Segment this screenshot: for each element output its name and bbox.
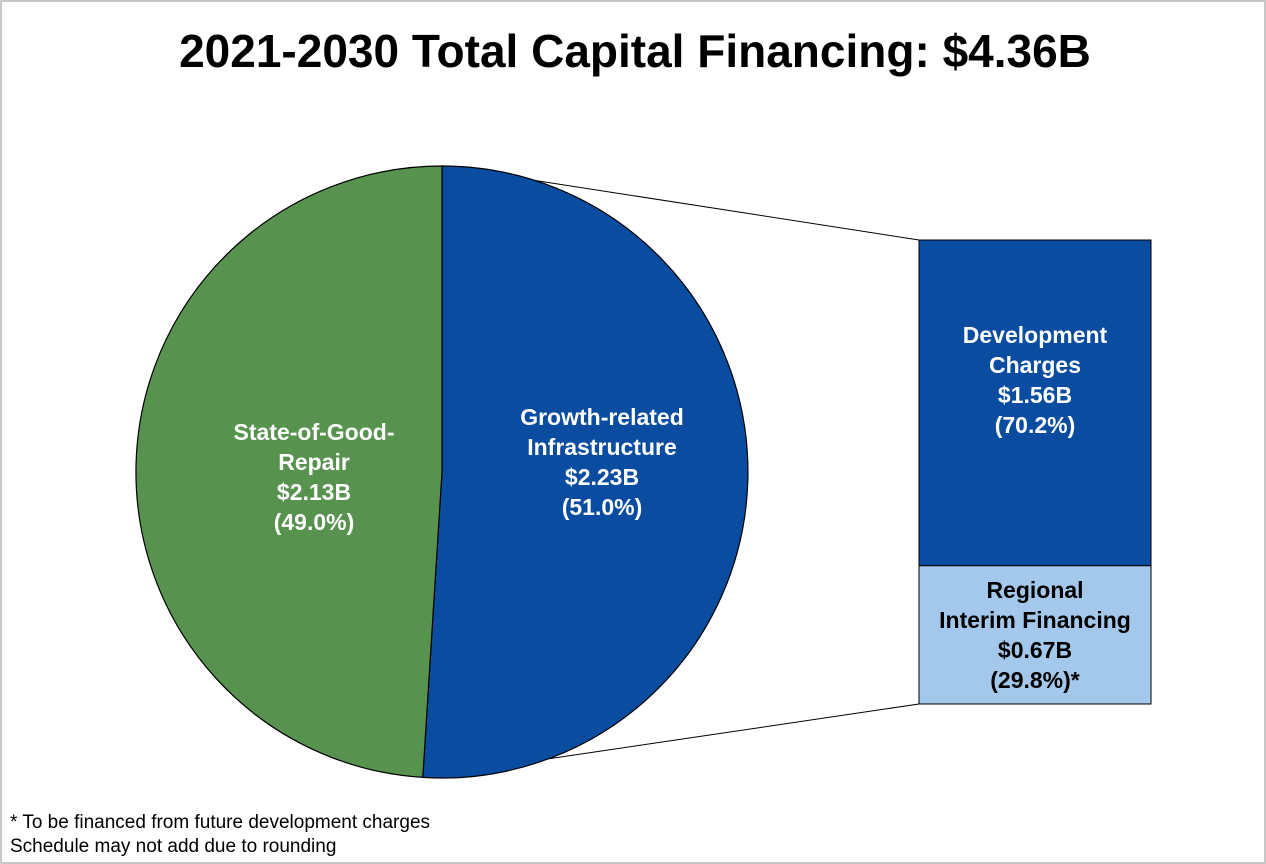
bar-segment-rif [918, 565, 1152, 705]
footnotes: * To be financed from future development… [10, 811, 430, 859]
slice-label-growth-name: Growth-related [520, 404, 684, 430]
slice-label-sogr-percent: (49.0%) [274, 509, 355, 535]
bar-label-dc-name: Charges [989, 352, 1081, 378]
bar-label-rif-value: $0.67B [998, 637, 1072, 663]
bar-segment-dc [918, 239, 1152, 567]
footnote-rounding: Schedule may not add due to rounding [10, 836, 337, 857]
pie-slice-sogr [135, 165, 443, 779]
slice-label-sogr-value: $2.13B [277, 479, 351, 505]
slice-label-growth-name: Infrastructure [527, 434, 677, 460]
bar-label-rif-name: Regional [986, 577, 1083, 603]
bar-label-dc-name: Development [963, 322, 1108, 348]
slice-label-sogr-name: Repair [278, 449, 350, 475]
chart-title: 2021-2030 Total Capital Financing: $4.36… [179, 25, 1091, 77]
pie-slice-growth [422, 165, 749, 779]
bar-label-rif-percent: (29.8%)* [990, 667, 1080, 693]
slice-label-growth-percent: (51.0%) [562, 494, 643, 520]
slice-label-sogr-name: State-of-Good- [234, 419, 395, 445]
bar-label-rif-name: Interim Financing [939, 607, 1131, 633]
bar-label-dc-value: $1.56B [998, 382, 1072, 408]
slice-label-growth-value: $2.23B [565, 464, 639, 490]
footnote-asterisk: * To be financed from future development… [10, 812, 431, 833]
bar-label-dc-percent: (70.2%) [995, 412, 1076, 438]
